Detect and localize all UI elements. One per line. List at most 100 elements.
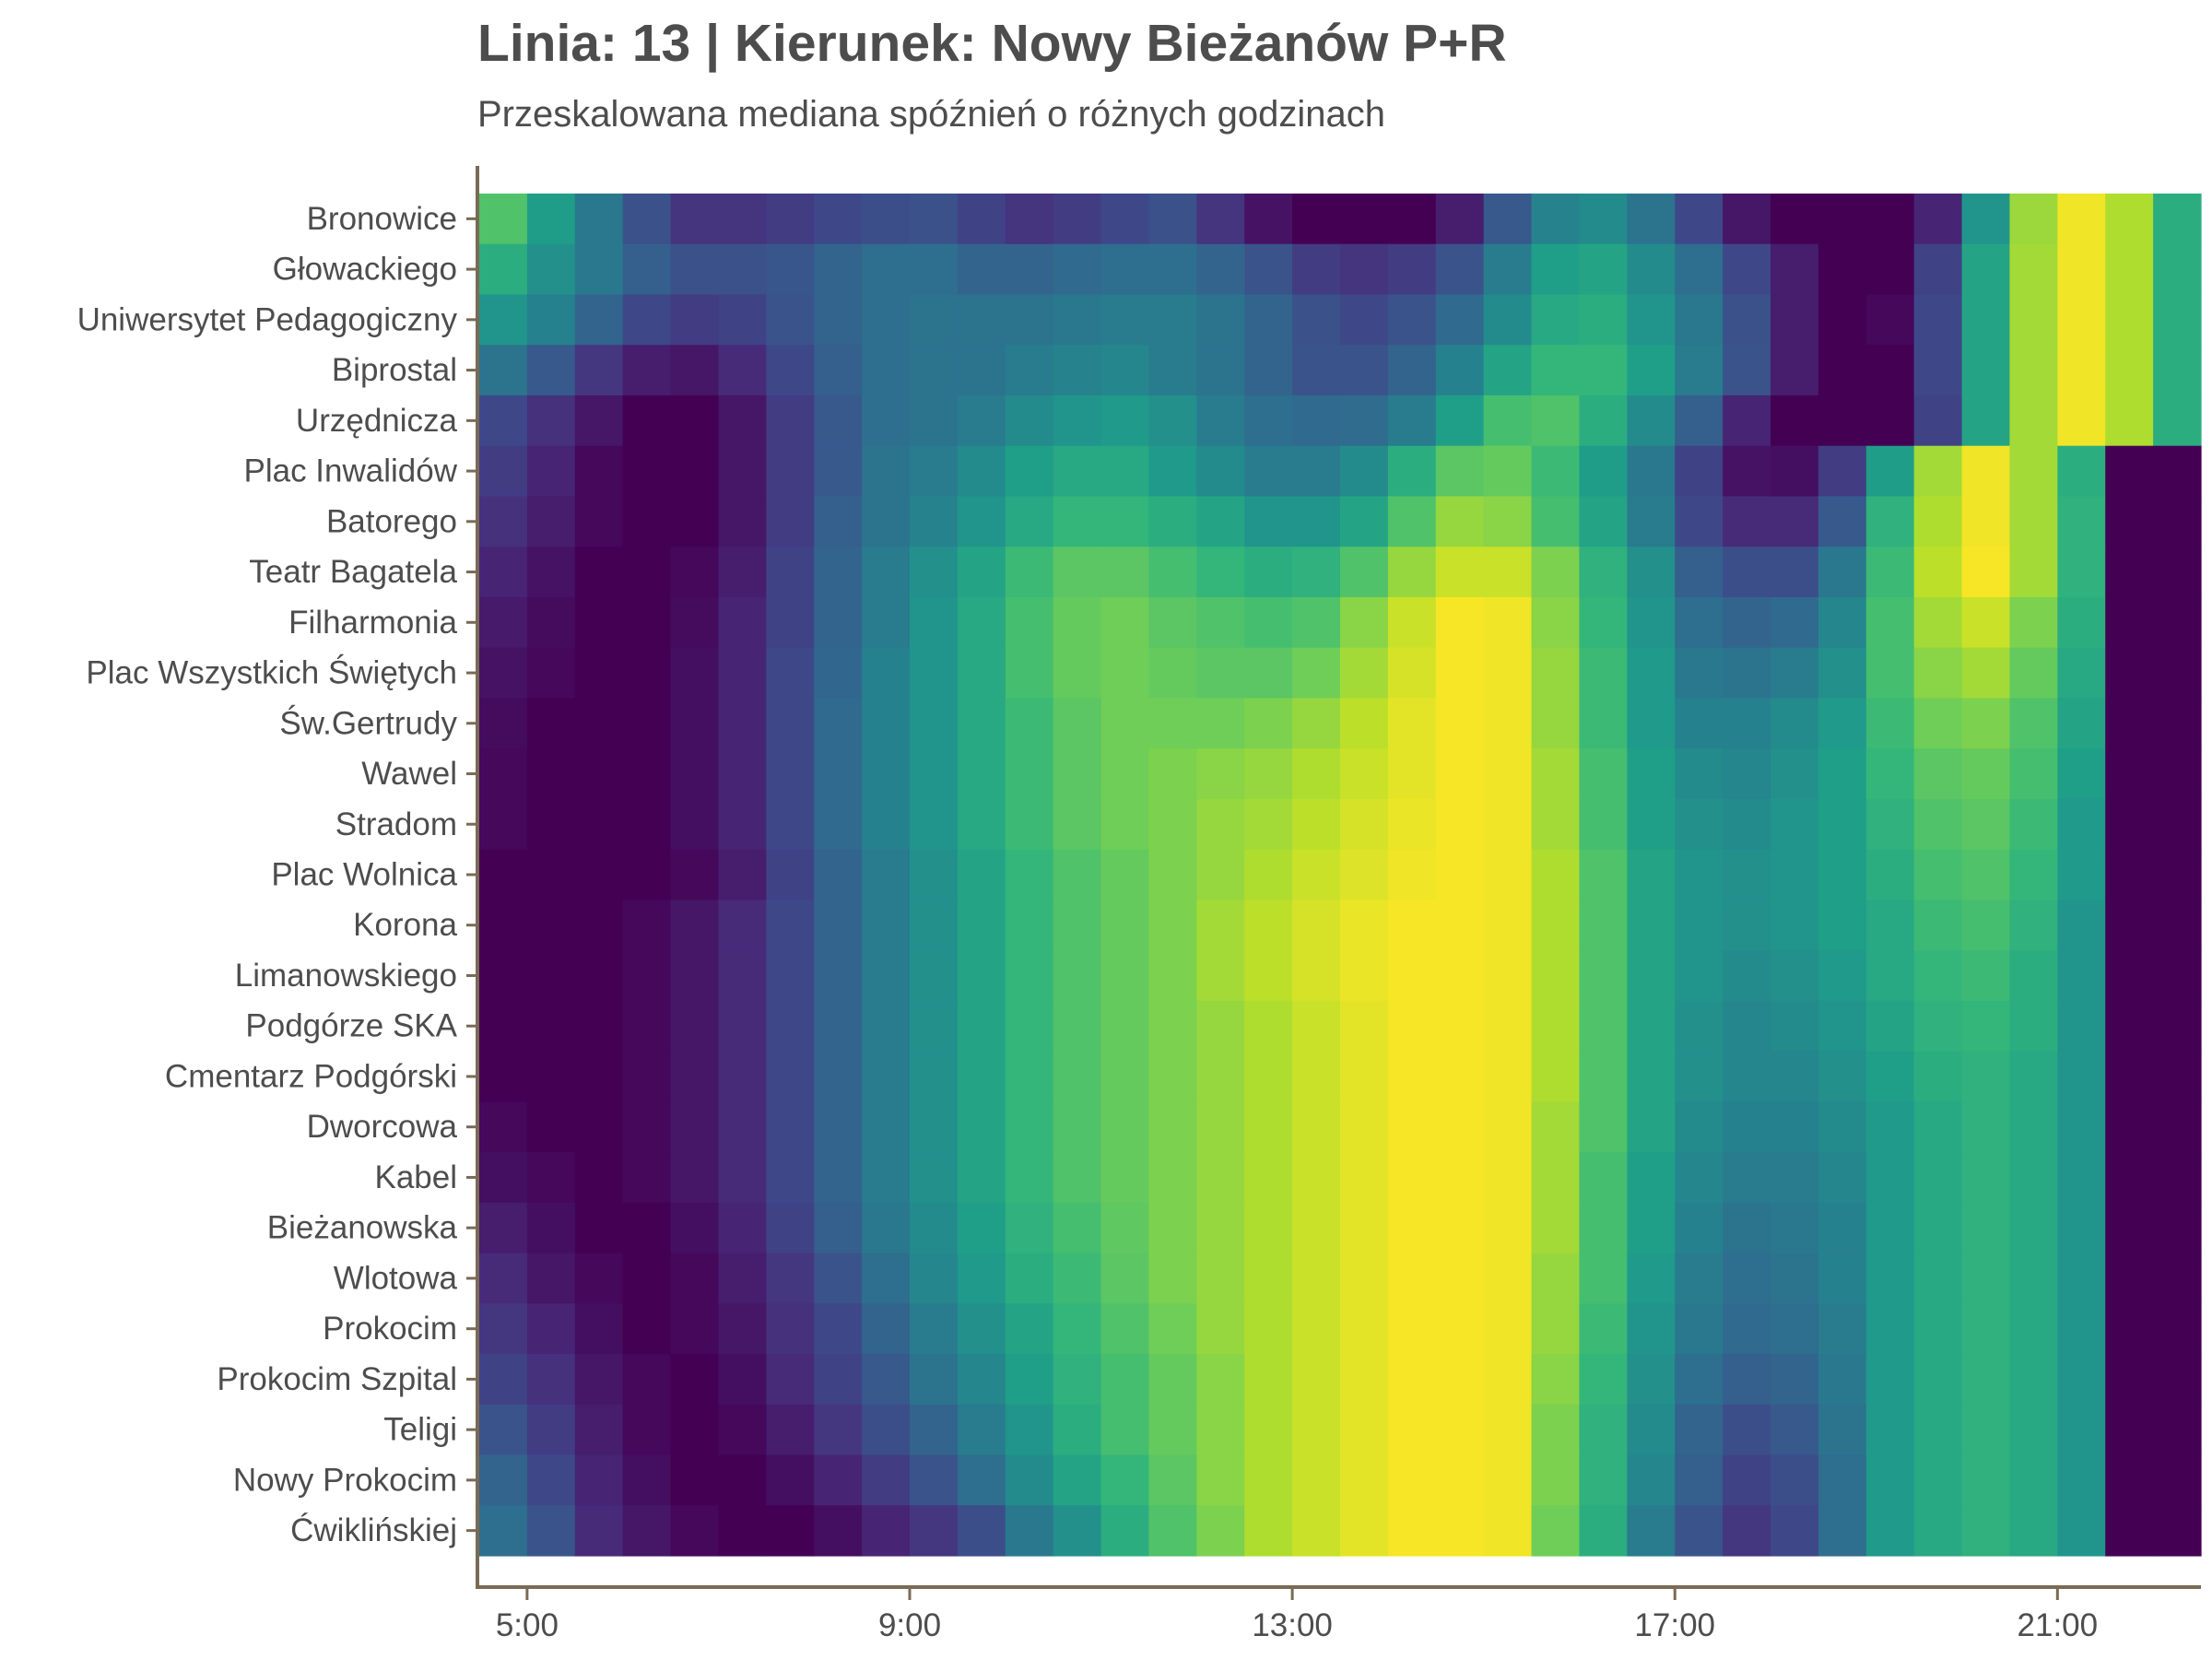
- heatmap-cell: [1579, 1051, 1628, 1102]
- heatmap-cell: [910, 445, 959, 498]
- heatmap-cell: [1818, 445, 1867, 498]
- heatmap-cell: [718, 1152, 767, 1204]
- heatmap-cell: [1435, 1152, 1485, 1204]
- heatmap-cell: [2057, 1101, 2106, 1153]
- heatmap-cell: [1865, 900, 1915, 951]
- heatmap-cell: [479, 1303, 528, 1355]
- heatmap-cell: [1196, 950, 1245, 1002]
- heatmap-cell: [1675, 849, 1724, 900]
- heatmap-cell: [1531, 243, 1581, 296]
- heatmap-cell: [1005, 294, 1054, 346]
- heatmap-cell: [1148, 950, 1197, 1002]
- heatmap-cell: [622, 1404, 672, 1456]
- heatmap-cell: [2153, 1101, 2202, 1153]
- heatmap-cell: [2153, 698, 2202, 749]
- heatmap-cell: [1435, 698, 1485, 749]
- heatmap-cell: [574, 1354, 624, 1406]
- heatmap-cell: [1100, 1202, 1150, 1254]
- heatmap-cell: [718, 698, 767, 749]
- heatmap-cell: [718, 547, 767, 598]
- heatmap-cell: [2153, 1202, 2202, 1254]
- heatmap-cell: [1005, 647, 1054, 700]
- heatmap-cell: [1196, 1354, 1245, 1406]
- heatmap-cell: [1340, 798, 1389, 851]
- heatmap-cell: [1771, 596, 1819, 649]
- heatmap-cell: [1913, 194, 1963, 245]
- heatmap-cell: [1053, 950, 1102, 1002]
- heatmap-cell: [1196, 1253, 1245, 1304]
- heatmap-cell: [1675, 1354, 1724, 1406]
- heatmap-cell: [1148, 1404, 1197, 1456]
- heatmap-cell: [1053, 1101, 1102, 1153]
- heatmap-cells: [479, 194, 2202, 1557]
- heatmap-cell: [1865, 1354, 1915, 1406]
- heatmap-cell: [1340, 596, 1389, 649]
- heatmap-cell: [1292, 394, 1341, 447]
- heatmap-cell: [526, 547, 576, 598]
- heatmap-cell: [2009, 1303, 2058, 1355]
- heatmap-cell: [1579, 900, 1628, 951]
- heatmap-cell: [622, 698, 672, 749]
- heatmap-cell: [1244, 900, 1293, 951]
- heatmap-cell: [1675, 1051, 1724, 1102]
- heatmap-cell: [1387, 445, 1437, 498]
- heatmap-cell: [1100, 394, 1150, 447]
- heatmap-cell: [1675, 1303, 1724, 1355]
- heatmap-cell: [1531, 1051, 1581, 1102]
- heatmap-cell: [1435, 849, 1485, 900]
- heatmap-cell: [814, 798, 863, 851]
- heatmap-cell: [862, 1404, 911, 1456]
- heatmap-cell: [1387, 547, 1437, 598]
- heatmap-cell: [1053, 1152, 1102, 1204]
- heatmap-cell: [1340, 1253, 1389, 1304]
- heatmap-cell: [814, 1202, 863, 1254]
- heatmap-cell: [1579, 194, 1628, 245]
- heatmap-cell: [1531, 1454, 1581, 1506]
- heatmap-cell: [670, 698, 720, 749]
- heatmap-cell: [1723, 950, 1771, 1002]
- heatmap-cell: [910, 1404, 959, 1456]
- heatmap-cell: [670, 496, 720, 547]
- heatmap-cell: [766, 900, 815, 951]
- heatmap-cell: [910, 547, 959, 598]
- heatmap-cell: [1100, 798, 1150, 851]
- heatmap-cell: [1913, 849, 1963, 900]
- heatmap-cell: [1483, 798, 1533, 851]
- heatmap-cell: [1196, 698, 1245, 749]
- heatmap-cell: [1100, 1152, 1150, 1204]
- heatmap-cell: [1387, 1000, 1437, 1053]
- heatmap-cell: [1531, 496, 1581, 547]
- heatmap-cell: [1148, 496, 1197, 547]
- y-tick-label: Stradom: [335, 806, 457, 842]
- heatmap-cell: [1100, 294, 1150, 346]
- heatmap-cell: [670, 1303, 720, 1355]
- heatmap-cell: [1913, 345, 1963, 396]
- heatmap-cell: [1148, 798, 1197, 851]
- heatmap-cell: [2009, 1404, 2058, 1456]
- heatmap-cell: [766, 445, 815, 498]
- heatmap-cell: [1579, 445, 1628, 498]
- heatmap-cell: [1196, 445, 1245, 498]
- heatmap-cell: [479, 294, 528, 346]
- heatmap-cell: [1675, 950, 1724, 1002]
- heatmap-cell: [1579, 1505, 1628, 1557]
- heatmap-cell: [1723, 1303, 1771, 1355]
- heatmap-cell: [2105, 496, 2154, 547]
- heatmap-cell: [910, 1051, 959, 1102]
- heatmap-cell: [1627, 1101, 1676, 1153]
- heatmap-cell: [574, 1253, 624, 1304]
- heatmap-cell: [1627, 596, 1676, 649]
- heatmap-cell: [2105, 1303, 2154, 1355]
- heatmap-cell: [1196, 1101, 1245, 1153]
- heatmap-cell: [1961, 748, 2011, 800]
- heatmap-cell: [1865, 798, 1915, 851]
- heatmap-cell: [670, 394, 720, 447]
- heatmap-cell: [862, 194, 911, 245]
- heatmap-cell: [1292, 1051, 1341, 1102]
- heatmap-cell: [1531, 1505, 1581, 1557]
- heatmap-cell: [1771, 900, 1819, 951]
- heatmap-cell: [526, 1101, 576, 1153]
- heatmap-cell: [1483, 1354, 1533, 1406]
- heatmap-cell: [1865, 345, 1915, 396]
- heatmap-cell: [718, 445, 767, 498]
